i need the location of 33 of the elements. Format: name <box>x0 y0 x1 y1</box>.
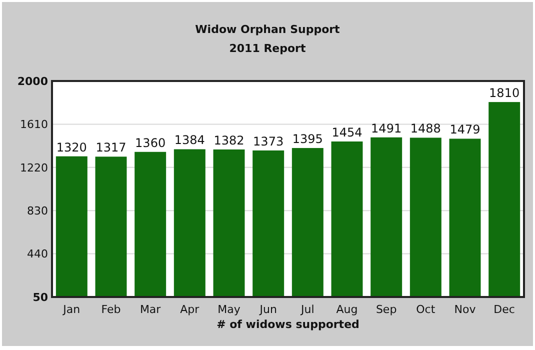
x-tick-label: Aug <box>336 303 358 316</box>
data-label: 1320 <box>56 140 87 154</box>
chart-title: Widow Orphan Support <box>195 23 340 36</box>
data-label: 1479 <box>450 122 480 137</box>
data-label: 1360 <box>135 136 166 150</box>
data-label: 1382 <box>214 133 244 148</box>
data-label: 1491 <box>371 121 402 136</box>
y-tick-label: 1220 <box>20 161 48 174</box>
x-axis-title: # of widows supported <box>216 318 360 331</box>
x-tick-label: Mar <box>140 303 162 316</box>
x-tick-label: Jan <box>62 303 80 316</box>
x-tick-label: Nov <box>454 303 476 316</box>
data-label: 1810 <box>489 86 520 100</box>
x-tick-label: Jul <box>300 303 314 316</box>
data-label: 1317 <box>96 140 126 155</box>
y-tick-label: 2000 <box>17 74 48 88</box>
y-tick-label: 440 <box>27 248 48 261</box>
data-label: 1384 <box>174 133 205 148</box>
x-tick-label: Jun <box>258 303 277 316</box>
x-tick-label: Dec <box>494 303 515 316</box>
y-tick-label: 50 <box>32 290 48 304</box>
data-label: 1454 <box>332 125 362 140</box>
data-label: 1373 <box>253 134 284 148</box>
x-tick-label: Oct <box>416 303 436 316</box>
x-tick-label: Sep <box>376 303 397 316</box>
x-tick-label: May <box>218 303 241 316</box>
y-tick-label: 1610 <box>20 118 48 132</box>
x-tick-label: Feb <box>101 303 121 316</box>
chart-subtitle: 2011 Report <box>229 42 306 55</box>
data-label: 1395 <box>292 132 323 146</box>
x-tick-label: Apr <box>180 303 200 316</box>
data-label: 1488 <box>410 122 441 136</box>
y-tick-label: 830 <box>27 204 48 218</box>
